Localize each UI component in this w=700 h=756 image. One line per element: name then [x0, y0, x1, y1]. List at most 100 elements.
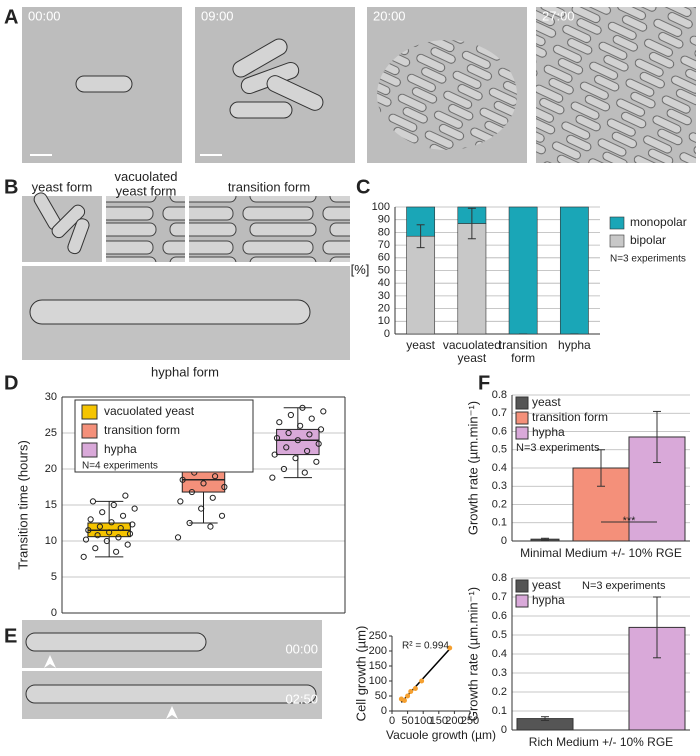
legend-label: yeast — [532, 395, 561, 409]
note: N=3 experiments — [610, 254, 686, 265]
data-point — [306, 431, 313, 438]
data-point — [301, 469, 308, 476]
x-tick-label: yeast — [406, 338, 435, 352]
data-point — [317, 426, 325, 433]
data-point — [285, 429, 292, 437]
x-tick-label: 50 — [401, 715, 413, 727]
data-point — [87, 516, 94, 523]
micrograph — [189, 196, 350, 262]
image-label: transition form — [228, 179, 310, 194]
data-point — [80, 553, 87, 560]
panel-letter: C — [356, 176, 370, 198]
colony — [377, 40, 517, 150]
y-tick-label: 0.4 — [492, 648, 507, 660]
panel-letter: D — [4, 372, 18, 394]
data-point — [126, 530, 134, 537]
data-point — [122, 492, 129, 499]
y-axis-label: [%] — [351, 262, 370, 277]
x-tick-label: Minimal Medium +/- 10% RGE — [520, 546, 682, 560]
data-point — [320, 408, 327, 415]
y-axis-label: Transition time (hours) — [15, 440, 30, 570]
data-point — [119, 512, 127, 519]
data-point — [412, 686, 418, 691]
data-point — [308, 415, 315, 422]
y-tick-label: 100 — [372, 201, 390, 213]
note: N=3 experiments — [582, 580, 666, 592]
data-point — [82, 536, 90, 543]
micrograph — [536, 7, 696, 163]
y-tick-label: 0 — [381, 705, 387, 717]
data-point — [292, 455, 299, 462]
y-tick-label: 20 — [378, 303, 390, 315]
data-point — [294, 437, 301, 444]
y-tick-label: 0.1 — [492, 705, 507, 717]
y-tick-label: 0.7 — [492, 407, 507, 419]
data-point — [209, 494, 216, 501]
legend-swatch — [81, 442, 98, 458]
y-tick-label: 10 — [45, 535, 57, 547]
cell — [75, 75, 133, 93]
data-point — [129, 521, 136, 528]
data-point — [297, 422, 304, 429]
y-tick-label: 80 — [378, 226, 390, 238]
y-tick-label: 0.7 — [492, 591, 507, 603]
timestamp: 27:00 — [542, 8, 575, 23]
data-point — [287, 411, 294, 419]
data-point — [315, 440, 322, 447]
y-tick-label: 30 — [378, 290, 390, 302]
cell-group — [229, 38, 324, 119]
legend-label: hypha — [104, 442, 137, 456]
box — [276, 428, 320, 456]
data-point — [96, 523, 104, 530]
data-point — [174, 534, 182, 541]
micrographs-a — [22, 7, 696, 163]
legend-swatch — [609, 216, 625, 230]
panel-letter: F — [478, 372, 490, 394]
data-point — [271, 451, 278, 458]
y-axis-label: Growth rate (µm.min⁻¹) — [465, 587, 480, 721]
y-tick-label: 10 — [378, 315, 390, 327]
legend-label: transition form — [532, 410, 608, 424]
data-point — [99, 509, 106, 516]
legend-swatch — [515, 594, 529, 608]
legend-label: transition form — [104, 423, 180, 437]
data-point — [186, 519, 193, 527]
y-tick-label: 0 — [51, 607, 57, 619]
data-point — [117, 524, 124, 532]
timestamp: 20:00 — [373, 8, 406, 23]
data-point — [283, 444, 290, 451]
y-tick-label: 90 — [378, 214, 390, 226]
y-axis-label: Cell growth (µm) — [353, 626, 368, 722]
x-tick-label: transition form — [499, 338, 548, 365]
x-tick-label: 150 — [430, 715, 448, 727]
data-point — [207, 523, 214, 530]
bar-segment — [406, 235, 436, 335]
data-point — [218, 512, 226, 519]
panel-letter: B — [4, 176, 18, 198]
data-point — [113, 548, 120, 555]
legend-swatch — [515, 579, 529, 593]
y-tick-label: 40 — [378, 277, 390, 289]
data-point — [447, 645, 453, 651]
legend-label: bipolar — [630, 233, 666, 247]
data-point — [276, 419, 283, 426]
y-tick-label: 5 — [51, 571, 57, 583]
data-point — [188, 488, 196, 496]
x-axis-label: Vacuole growth (µm) — [386, 728, 496, 742]
data-point — [269, 474, 276, 481]
data-point — [303, 447, 311, 455]
panel-letter: E — [4, 625, 17, 647]
data-point — [299, 404, 306, 411]
x-tick-label: 250 — [461, 715, 479, 727]
data-point — [115, 534, 122, 541]
y-tick-label: 0.6 — [492, 425, 507, 437]
y-tick-label: 0.5 — [492, 444, 507, 456]
legend-label: hypha — [532, 425, 565, 439]
timestamp: 09:00 — [201, 8, 234, 23]
y-tick-label: 0 — [384, 328, 390, 340]
data-point — [273, 434, 281, 442]
legend-label: monopolar — [630, 215, 687, 229]
y-tick-label: 0 — [501, 724, 507, 736]
y-tick-label: 30 — [45, 391, 57, 403]
y-tick-label: 70 — [378, 239, 390, 251]
